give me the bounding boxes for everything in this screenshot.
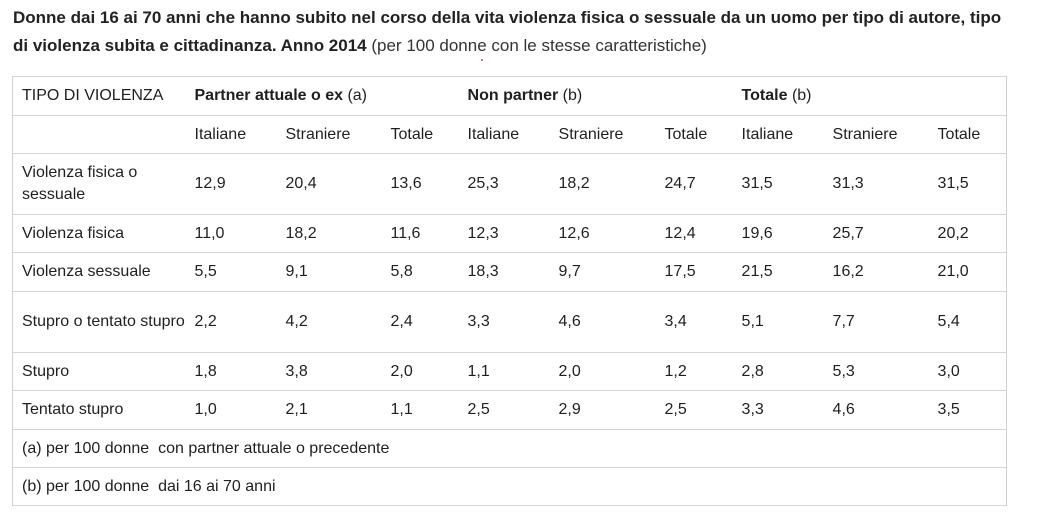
subcol-header: Totale [381, 115, 459, 154]
table-cell: 7,7 [823, 291, 929, 353]
table-cell: 17,5 [655, 252, 733, 292]
table-cell: 5,5 [185, 252, 277, 292]
table-cell: 2,5 [458, 390, 550, 430]
subcol-header: Italiane [185, 115, 277, 154]
table-cell: 9,7 [549, 252, 656, 292]
table-cell: 3,5 [928, 390, 1007, 430]
table-cell: 3,8 [276, 352, 382, 391]
table-row: Stupro o tentato stupro 2,2 4,2 2,4 3,3 … [12, 291, 1007, 353]
subcol-header: Straniere [549, 115, 656, 154]
table-cell: 31,5 [928, 153, 1007, 215]
table-cell: 3,4 [655, 291, 733, 353]
table-cell: 2,5 [655, 390, 733, 430]
table-cell: 2,0 [381, 352, 459, 391]
group-header-totale: Totale (b) [732, 76, 1007, 116]
table-cell: 9,1 [276, 252, 382, 292]
table-cell: 19,6 [732, 214, 824, 253]
corner-header: TIPO DI VIOLENZA [12, 76, 186, 116]
table-cell: 5,3 [823, 352, 929, 391]
table-cell: 2,1 [276, 390, 382, 430]
table-cell: 11,0 [185, 214, 277, 253]
table-cell: 31,5 [732, 153, 824, 215]
header-row-subcols: Italiane Straniere Totale Italiane Stran… [12, 115, 1007, 154]
row-label: Tentato stupro [12, 390, 186, 430]
table-cell: 11,6 [381, 214, 459, 253]
table-cell: 1,2 [655, 352, 733, 391]
subcol-header: Totale [928, 115, 1007, 154]
table-cell: 5,1 [732, 291, 824, 353]
table-cell: 3,3 [458, 291, 550, 353]
table-title: Donne dai 16 ai 70 anni che hanno subito… [13, 4, 1013, 60]
table-cell: 4,6 [549, 291, 656, 353]
title-subtitle: (per 100 donne con le stesse caratterist… [371, 36, 707, 55]
table-row: Tentato stupro 1,0 2,1 1,1 2,5 2,9 2,5 3… [12, 390, 1007, 430]
table-cell: 24,7 [655, 153, 733, 215]
table-cell: 2,2 [185, 291, 277, 353]
table-cell: 25,3 [458, 153, 550, 215]
table-cell: 21,5 [732, 252, 824, 292]
table-row: Violenza sessuale 5,5 9,1 5,8 18,3 9,7 1… [12, 252, 1007, 292]
table-cell: 20,4 [276, 153, 382, 215]
table-cell: 13,6 [381, 153, 459, 215]
table-cell: 12,4 [655, 214, 733, 253]
table-cell: 2,4 [381, 291, 459, 353]
table-cell: 2,0 [549, 352, 656, 391]
row-label: Stupro [12, 352, 186, 391]
table-row: Violenza fisica 11,0 18,2 11,6 12,3 12,6… [12, 214, 1007, 253]
table-cell: 2,8 [732, 352, 824, 391]
table-cell: 18,3 [458, 252, 550, 292]
subcol-header: Italiane [732, 115, 824, 154]
table-cell: 31,3 [823, 153, 929, 215]
subcol-header: Italiane [458, 115, 550, 154]
table-cell: 12,9 [185, 153, 277, 215]
subcol-header: Straniere [823, 115, 929, 154]
group-header-non-partner: Non partner (b) [458, 76, 733, 116]
table-cell: 5,4 [928, 291, 1007, 353]
header-row-groups: TIPO DI VIOLENZA Partner attuale o ex (a… [12, 76, 1007, 116]
table-cell: 18,2 [276, 214, 382, 253]
footnote-row: (b) per 100 donne dai 16 ai 70 anni [12, 467, 1007, 506]
table-cell: 1,1 [458, 352, 550, 391]
footnote-a: (a) per 100 donne con partner attuale o … [12, 429, 1007, 468]
row-label: Violenza fisica [12, 214, 186, 253]
table-cell: 4,2 [276, 291, 382, 353]
data-table: TIPO DI VIOLENZA Partner attuale o ex (a… [12, 76, 1008, 506]
table-cell: 3,3 [732, 390, 824, 430]
footnote-b: (b) per 100 donne dai 16 ai 70 anni [12, 467, 1007, 506]
table-cell: 5,8 [381, 252, 459, 292]
row-label: Violenza sessuale [12, 252, 186, 292]
row-label: Stupro o tentato stupro [12, 291, 186, 353]
table-cell: 3,0 [928, 352, 1007, 391]
corner-empty [12, 115, 186, 154]
table-cell: 21,0 [928, 252, 1007, 292]
title-main: Donne dai 16 ai 70 anni che hanno subito… [13, 8, 1002, 55]
table-cell: 25,7 [823, 214, 929, 253]
table-cell: 12,3 [458, 214, 550, 253]
table-cell: 18,2 [549, 153, 656, 215]
table-cell: 20,2 [928, 214, 1007, 253]
table-cell: 1,1 [381, 390, 459, 430]
table-cell: 12,6 [549, 214, 656, 253]
group-header-partner: Partner attuale o ex (a) [185, 76, 459, 116]
table-row: Stupro 1,8 3,8 2,0 1,1 2,0 1,2 2,8 5,3 3… [12, 352, 1007, 391]
row-label: Violenza fisica o sessuale [12, 153, 186, 215]
table-cell: 16,2 [823, 252, 929, 292]
table-cell: 1,8 [185, 352, 277, 391]
subcol-header: Straniere [276, 115, 382, 154]
table-cell: 2,9 [549, 390, 656, 430]
subcol-header: Totale [655, 115, 733, 154]
table-row: Violenza fisica o sessuale 12,9 20,4 13,… [12, 153, 1007, 215]
table-cell: 4,6 [823, 390, 929, 430]
table-cell: 1,0 [185, 390, 277, 430]
decorative-dot [481, 59, 483, 61]
footnote-row: (a) per 100 donne con partner attuale o … [12, 429, 1007, 468]
